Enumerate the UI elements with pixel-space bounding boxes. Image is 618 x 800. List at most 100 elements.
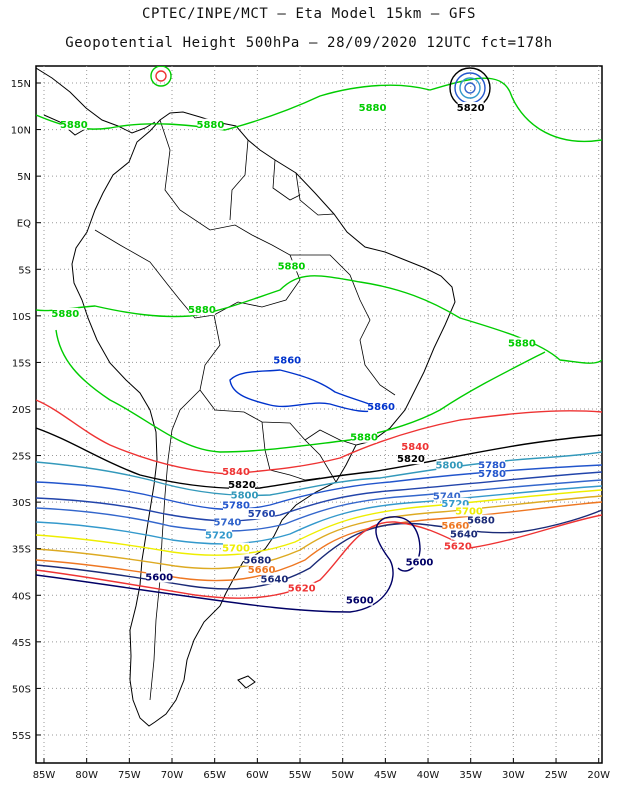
contour-label-bg	[248, 508, 275, 520]
contour-label-bg	[214, 516, 241, 528]
contour-5720	[36, 485, 602, 545]
contour-label: 5620	[444, 542, 472, 553]
contour-label: 5720	[205, 531, 233, 542]
contour-label-bg	[228, 479, 255, 491]
lat-tick-label: 45S	[12, 638, 31, 649]
contour-5660	[36, 501, 602, 582]
lat-tick-label: 30S	[12, 498, 31, 509]
contour-5760	[36, 471, 602, 522]
lat-tick-label: 5N	[17, 172, 31, 183]
lat-tick-label: 40S	[12, 591, 31, 602]
lat-tick-label: 15N	[11, 79, 31, 90]
contour-5680	[36, 495, 602, 570]
contour-label-bg	[450, 528, 477, 540]
contour-label-bg	[146, 571, 173, 583]
contour-label: 5820	[228, 480, 256, 491]
lon-tick-label: 60W	[246, 770, 269, 781]
contour-label: 5660	[248, 565, 276, 576]
contour-label: 5720	[441, 499, 469, 510]
contour-label: 5880	[350, 433, 378, 444]
lon-tick-label: 40W	[417, 770, 440, 781]
contour-label: 5700	[222, 544, 250, 555]
contour-label: 5840	[401, 442, 429, 453]
contour-5740	[36, 479, 602, 532]
contour-label-bg	[455, 505, 482, 517]
contour-label-bg	[248, 563, 275, 575]
contour-label-bg	[346, 594, 373, 606]
contour-label: 5880	[188, 305, 216, 316]
contour-label: 5880	[196, 120, 224, 131]
contour-label: 5880	[359, 103, 387, 114]
contour-label: 5660	[441, 521, 469, 532]
contour-label-bg	[406, 556, 433, 568]
country-borders	[94, 119, 396, 701]
contour-label: 5860	[367, 402, 395, 413]
lon-tick-label: 25W	[545, 770, 568, 781]
lon-tick-label: 70W	[161, 770, 184, 781]
contour-label: 5780	[478, 469, 506, 480]
lon-tick-label: 65W	[203, 770, 226, 781]
contour-5880-north	[36, 77, 602, 142]
lat-tick-label: 10S	[12, 312, 31, 323]
contour-label: 5860	[273, 355, 301, 366]
coastline-borders	[36, 67, 456, 727]
contour-label: 5840	[222, 467, 250, 478]
contour-label-bg	[244, 554, 271, 566]
contour-label: 5880	[278, 261, 306, 272]
contour-label-bg	[433, 490, 460, 502]
lat-tick-label: 20S	[12, 405, 31, 416]
contour-label: 5640	[450, 530, 478, 541]
contour-label: 5800	[231, 490, 259, 501]
lon-tick-label: 75W	[118, 770, 141, 781]
contour-label-bg	[479, 468, 506, 480]
lon-tick-label: 80W	[75, 770, 98, 781]
contour-label-bg	[359, 102, 386, 114]
contour-label-bg	[261, 573, 288, 585]
contour-label-bg	[442, 520, 469, 532]
contour-5780	[36, 464, 602, 511]
contour-small-ring-green	[150, 66, 172, 87]
contour-labels: 5880 5880 5880 5820 5880 5880 5880 5880 5860 5860…	[51, 102, 536, 607]
graticule	[36, 66, 602, 763]
contour-5620	[36, 514, 602, 599]
contour-label: 5820	[397, 454, 425, 465]
contour-label-bg	[205, 529, 232, 541]
contour-label-bg	[223, 499, 250, 511]
lat-tick-label: 55S	[12, 731, 31, 742]
chart-title-line2: Geopotential Height 500hPa – 28/09/2020 …	[65, 35, 553, 51]
contour-label-bg	[52, 307, 79, 319]
lat-tick-label: 5S	[18, 265, 31, 276]
lat-tick-label: EQ	[17, 219, 31, 230]
contour-label-bg	[467, 514, 494, 526]
latitude-axis: 15N 10N 5N EQ 5S 10S 15S 20S 25S 30S 35S 40S 45S 50S 5…	[11, 79, 41, 742]
contour-small-ring-red	[155, 70, 167, 82]
lat-tick-label: 15S	[12, 358, 31, 369]
contour-label: 5600	[346, 596, 374, 607]
contour-label: 5800	[435, 461, 463, 472]
contour-label-bg	[223, 466, 250, 478]
contour-5700	[36, 489, 602, 556]
chart-title-line1: CPTEC/INPE/MCT – Eta Model 15km – GFS	[141, 6, 477, 22]
contour-5820	[36, 427, 602, 490]
falkland-islands	[237, 675, 256, 689]
contour-label-bg	[351, 431, 378, 443]
lat-tick-label: 25S	[12, 452, 31, 463]
lon-tick-label: 55W	[289, 770, 312, 781]
contour-label: 5600	[145, 572, 173, 583]
contour-label-bg	[231, 489, 258, 501]
contour-label-bg	[442, 497, 469, 509]
lon-tick-label: 20W	[587, 770, 610, 781]
contour-low-center-4	[464, 82, 476, 94]
map-frame	[35, 65, 603, 764]
contour-label: 5740	[433, 491, 461, 502]
contour-label: 5780	[478, 461, 506, 472]
longitude-axis: 85W 80W 75W 70W 65W 60W 55W 50W 45W 40W 35W 30W 25W 2…	[33, 758, 610, 781]
lon-tick-label: 35W	[459, 770, 482, 781]
lon-tick-label: 45W	[374, 770, 397, 781]
lon-tick-label: 50W	[331, 770, 354, 781]
contour-label: 5820	[457, 103, 485, 114]
contour-label: 5680	[243, 556, 271, 567]
contour-label: 5880	[508, 339, 536, 350]
contour-label-bg	[278, 260, 305, 272]
